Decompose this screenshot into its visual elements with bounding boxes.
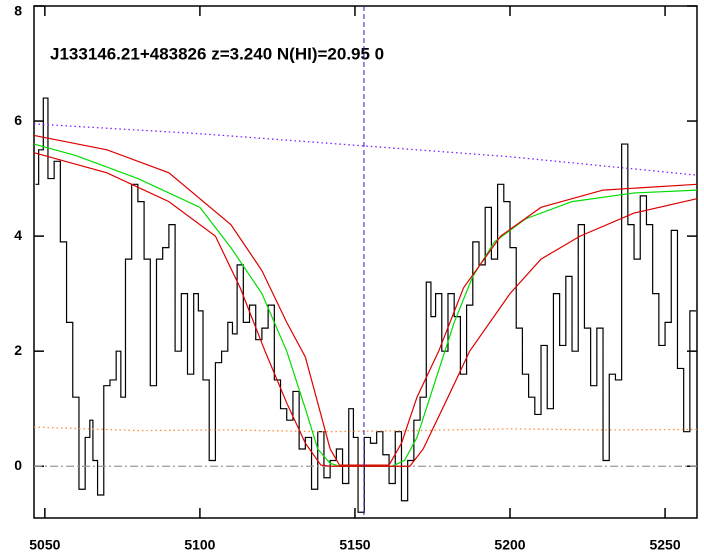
curve [33,143,698,467]
x-tick-label: 5050 [29,537,60,553]
y-tick-label: 4 [14,227,22,243]
x-tick-label: 5100 [184,537,215,553]
y-tick-label: 6 [14,112,22,128]
curve [33,123,698,176]
plot-frame [33,5,698,519]
y-tick-label: 0 [14,457,22,473]
x-tick-label: 5200 [494,537,525,553]
curve [33,152,698,467]
y-tick-label: 8 [14,3,22,19]
chart-title: J133146.21+483826 z=3.240 N(HI)=20.95 0 [50,44,384,63]
curve [33,426,698,433]
spectrum [35,97,697,513]
x-tick-label: 5250 [649,537,680,553]
x-tick-label: 5150 [339,537,370,553]
y-tick-label: 2 [14,342,22,358]
curve [33,134,698,466]
